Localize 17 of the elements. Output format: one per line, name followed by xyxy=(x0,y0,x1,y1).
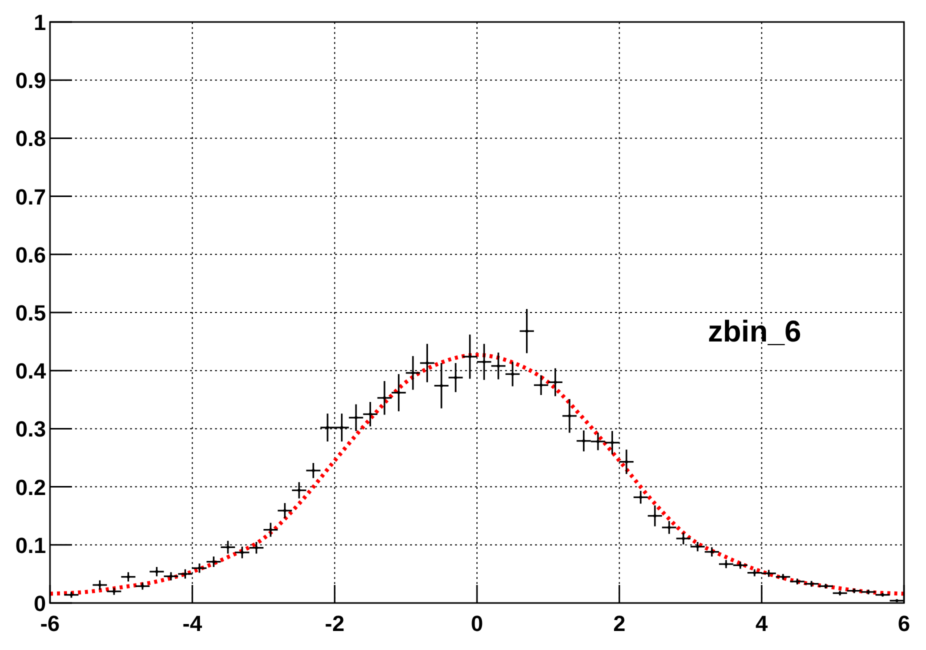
y-tick-label: 0.8 xyxy=(15,126,46,152)
x-tick-label: 6 xyxy=(898,611,910,636)
y-tick-label: 0.1 xyxy=(15,532,46,558)
x-tick-label: -4 xyxy=(182,611,203,636)
x-tick-label: -2 xyxy=(324,611,344,636)
y-tick-label: 0.5 xyxy=(15,300,46,326)
y-tick-label: 0.9 xyxy=(15,68,46,94)
x-tick-label: 4 xyxy=(756,611,769,636)
y-tick-label: 0.7 xyxy=(15,184,46,210)
x-tick-label: 0 xyxy=(470,611,484,636)
y-tick-label: 1 xyxy=(34,10,46,35)
y-tick-label: 0.4 xyxy=(15,358,47,384)
y-tick-label: 0.3 xyxy=(15,416,46,442)
y-tick-label: 0.2 xyxy=(15,474,46,500)
annotation: zbin_6 xyxy=(708,316,802,349)
y-tick-label: 0.6 xyxy=(15,242,46,268)
x-tick-label: 2 xyxy=(613,611,626,636)
